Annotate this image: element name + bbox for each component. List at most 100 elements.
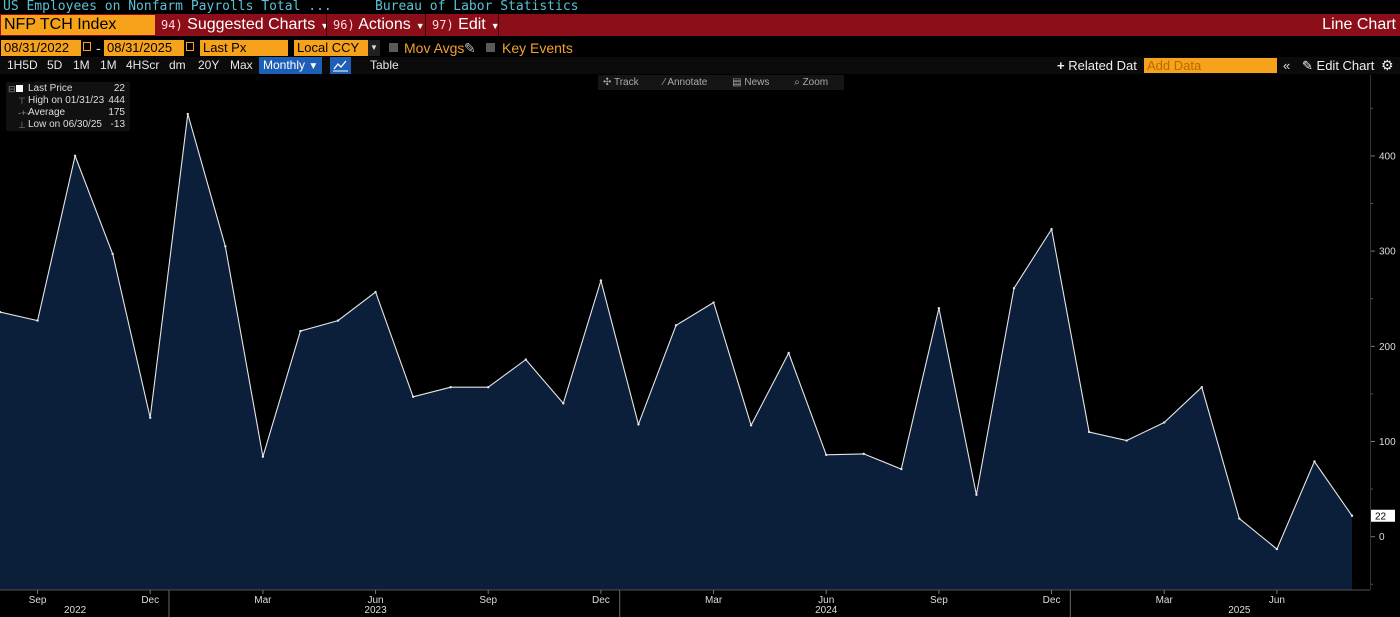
legend-label: High on 01/31/23	[28, 95, 105, 106]
x-year-label: 2022	[64, 605, 87, 616]
edit-chart-button[interactable]: ✎ Edit Chart	[1302, 57, 1374, 74]
related-data-label: Related Dat	[1068, 58, 1137, 73]
suggested-charts-button[interactable]: 94) Suggested Charts ▼	[161, 14, 329, 36]
pencil-icon[interactable]: ✎	[464, 40, 476, 56]
ticker-input[interactable]: NFP TCH Index	[1, 15, 155, 35]
annotate-tool[interactable]: ⁄ Annotate	[663, 77, 708, 88]
table-button[interactable]: Table	[370, 58, 399, 72]
x-tick-label: Jun	[1269, 595, 1285, 606]
y-tick-label: 200	[1379, 342, 1396, 353]
period-max[interactable]: Max	[230, 58, 253, 72]
y-tick-label: 100	[1379, 437, 1396, 448]
field-input[interactable]: Last Px	[200, 40, 288, 56]
period-1m[interactable]: 1M	[73, 58, 90, 72]
x-tick-label: Jun	[367, 595, 383, 606]
y-tick-label: 400	[1379, 151, 1396, 162]
legend-label: Low on 06/30/25	[28, 119, 102, 130]
data-point	[1238, 517, 1241, 520]
end-date-input[interactable]: 08/31/2025	[104, 40, 184, 56]
currency-select[interactable]: Local CCY	[294, 40, 368, 56]
data-point	[336, 319, 340, 322]
data-point	[224, 245, 227, 248]
y-axis-line	[1370, 75, 1371, 590]
edit-button[interactable]: 97) Edit ▼	[432, 14, 500, 36]
period-4hscr[interactable]: 4HScr	[126, 58, 160, 72]
legend-label: Last Price	[28, 83, 73, 94]
x-year-label: 2024	[815, 605, 838, 616]
pencil-icon: ✎	[1302, 58, 1313, 73]
period-5d[interactable]: 5D	[47, 58, 63, 72]
line-chart-icon[interactable]	[330, 57, 351, 74]
data-point	[1350, 514, 1354, 517]
y-tick-label: 300	[1379, 247, 1396, 258]
add-data-input[interactable]: Add Data	[1144, 58, 1277, 73]
key-events-label[interactable]: Key Events	[502, 40, 573, 56]
double-chevron-left-icon[interactable]: «	[1283, 58, 1291, 73]
caret-down-icon: ▼	[320, 21, 330, 31]
period-1m-alt[interactable]: 1M	[100, 58, 117, 72]
chart-legend[interactable]: ⊟ Last Price 22 ⊤ High on 01/31/23 444 -…	[6, 82, 130, 131]
data-point	[1275, 547, 1279, 551]
track-label: Track	[613, 77, 639, 88]
mov-avgs-checkbox[interactable]	[389, 43, 398, 52]
news-tool[interactable]: ▤ News	[732, 77, 770, 88]
x-tick-label: Dec	[141, 595, 159, 606]
gear-icon[interactable]: ⚙	[1381, 57, 1394, 73]
period-1h5d[interactable]: 1H5D	[7, 58, 38, 72]
legend-row-low: ⊥ Low on 06/30/25 -13	[6, 119, 130, 131]
data-point	[1050, 228, 1053, 231]
chevron-down-icon[interactable]: ▼	[368, 40, 380, 56]
frequency-select[interactable]: Monthly ▼	[259, 57, 323, 74]
calendar-icon[interactable]	[83, 42, 91, 51]
actions-number: 96)	[333, 18, 355, 32]
frequency-label: Monthly	[263, 58, 306, 72]
news-label: News	[744, 77, 770, 88]
key-events-checkbox[interactable]	[486, 43, 495, 52]
data-source: Bureau of Labor Statistics	[375, 0, 579, 14]
data-point	[712, 301, 715, 304]
data-point	[111, 252, 114, 256]
x-tick-label: Mar	[1156, 595, 1174, 606]
calendar-icon[interactable]	[186, 42, 194, 51]
data-point	[599, 279, 603, 282]
data-point	[1087, 430, 1091, 434]
high-marker-icon: ⊤	[18, 96, 26, 106]
security-header: US Employees on Nonfarm Payrolls Total .…	[0, 0, 1400, 14]
data-point	[0, 310, 2, 314]
annotate-label: Annotate	[667, 77, 708, 88]
data-point	[1125, 439, 1128, 442]
caret-down-icon: ▼	[490, 21, 500, 31]
data-point	[825, 453, 828, 457]
start-date-input[interactable]: 08/31/2022	[1, 40, 81, 56]
x-tick-label: Sep	[930, 595, 948, 606]
data-point	[261, 455, 265, 458]
caret-down-icon: ▼	[415, 21, 425, 31]
data-point	[1313, 460, 1316, 463]
legend-row-average: -+- Average 175	[6, 107, 130, 119]
last-value-flag	[1371, 509, 1395, 522]
period-20y[interactable]: 20Y	[198, 58, 220, 72]
expand-icon[interactable]: ⊟	[8, 84, 16, 94]
edit-label: Edit	[458, 16, 486, 33]
menu-divider	[326, 14, 327, 36]
data-point	[674, 324, 678, 327]
legend-value: 444	[108, 95, 125, 106]
track-tool[interactable]: ✣ Track	[603, 77, 639, 88]
related-data-button[interactable]: + Related Dat	[1057, 57, 1137, 74]
period-dm[interactable]: dm	[169, 58, 186, 72]
data-point	[36, 319, 39, 322]
menu-divider	[425, 14, 426, 36]
legend-value: 22	[113, 83, 125, 94]
zoom-label: Zoom	[802, 77, 829, 88]
plot-area	[0, 112, 1354, 590]
data-point	[1012, 287, 1016, 290]
average-marker-icon: -+-	[18, 108, 30, 118]
x-tick-label: Sep	[29, 595, 47, 606]
actions-button[interactable]: 96) Actions ▼	[333, 14, 425, 36]
data-point	[749, 424, 753, 427]
zoom-tool[interactable]: ⌕ Zoom	[794, 77, 829, 88]
mov-avgs-label[interactable]: Mov Avgs	[404, 40, 465, 56]
suggested-charts-label: Suggested Charts	[187, 16, 316, 33]
data-point	[1200, 386, 1203, 389]
